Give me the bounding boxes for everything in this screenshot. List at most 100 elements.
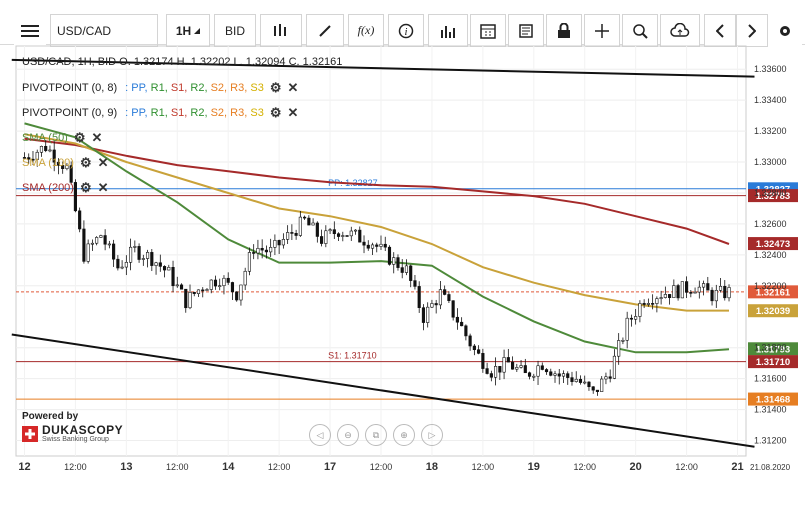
settings-icon[interactable] — [768, 14, 802, 47]
candle-body — [162, 266, 167, 271]
gear-icon[interactable]: ⚙ — [269, 80, 282, 95]
cloud-upload-icon[interactable] — [660, 14, 700, 47]
nav-reset-button[interactable]: ⧉ — [365, 424, 387, 446]
candle-body — [574, 378, 578, 382]
indicator-label: SMA (50) — [22, 132, 68, 144]
candle-body — [120, 266, 124, 269]
candle-body — [226, 277, 230, 283]
pivot-key: R2, — [190, 107, 211, 119]
candle-body — [362, 241, 366, 246]
candle-body — [532, 375, 536, 378]
candle-body — [78, 210, 82, 230]
y-tick-label: 1.32600 — [754, 219, 787, 229]
candle-body — [494, 366, 498, 378]
candle-body — [188, 291, 192, 309]
candle-body — [158, 262, 162, 267]
brand-sub: Swiss Banking Group — [42, 436, 109, 443]
candle-body — [540, 365, 544, 370]
candle-body — [443, 289, 447, 295]
x-tick-label: 12:00 — [268, 462, 291, 472]
candle-body — [689, 292, 693, 294]
function-label: f(x) — [357, 23, 375, 37]
lock-icon[interactable] — [546, 14, 582, 47]
candle-body — [349, 230, 353, 237]
candle-body — [404, 265, 409, 273]
nav-zoom-out-button[interactable]: ⊖ — [337, 424, 359, 446]
candle-body — [27, 157, 31, 160]
candle-body — [145, 252, 150, 259]
indicator-row[interactable]: SMA (100) ⚙ ✕ — [22, 155, 109, 171]
candle-body — [154, 262, 158, 266]
candle-body — [651, 303, 655, 305]
scroll-right-button[interactable] — [736, 14, 768, 47]
candle-body — [591, 386, 595, 391]
candle-body — [90, 242, 94, 245]
zoom-icon[interactable] — [622, 14, 658, 47]
candle-body — [519, 365, 523, 368]
price-tag-label: 1.31793 — [756, 344, 790, 355]
candle-body — [468, 335, 472, 347]
candle-body — [222, 277, 226, 286]
candle-body — [409, 265, 413, 281]
y-tick-label: 1.33400 — [754, 95, 787, 105]
candle-body — [141, 258, 145, 260]
candle-body — [464, 325, 468, 337]
indicator-row[interactable]: SMA (50) ⚙ ✕ — [22, 130, 102, 146]
nav-zoom-in-button[interactable]: ⊕ — [393, 424, 415, 446]
candle-body — [65, 165, 69, 170]
candle-body — [286, 232, 290, 240]
nav-right-button[interactable]: ▷ — [421, 424, 443, 446]
candle-body — [39, 145, 44, 153]
candle-body — [510, 361, 515, 370]
pivot-keys: : PP, R1, S1, R2, S2, R3, S3 — [125, 82, 264, 94]
candle-body — [438, 289, 442, 306]
function-button[interactable]: f(x) — [348, 14, 384, 47]
menu-icon[interactable] — [14, 14, 46, 47]
scroll-left-button[interactable] — [704, 14, 736, 47]
candle-body — [587, 381, 591, 388]
candle-body — [714, 290, 718, 302]
candle-body — [561, 373, 566, 377]
close-icon[interactable]: ✕ — [287, 80, 299, 95]
close-icon[interactable]: ✕ — [97, 180, 109, 195]
price-type-label: BID — [224, 23, 245, 38]
close-icon[interactable]: ✕ — [287, 105, 299, 120]
pivot-key: S1, — [170, 107, 191, 119]
gear-icon[interactable]: ⚙ — [79, 180, 92, 195]
sma-100-line — [24, 133, 729, 312]
candle-body — [663, 294, 667, 298]
info-icon[interactable]: i — [388, 14, 424, 47]
price-tag-label: 1.32161 — [756, 287, 791, 298]
calendar-icon[interactable] — [470, 14, 506, 47]
gear-icon[interactable]: ⚙ — [73, 130, 86, 145]
chart-type-icon[interactable] — [260, 14, 302, 47]
crosshair-icon[interactable] — [584, 14, 620, 47]
ohlc-readout: USD/CAD, 1H, BID O. 1.32174 H. 1.32202 L… — [22, 56, 343, 68]
indicator-row[interactable]: PIVOTPOINT (0, 9): PP, R1, S1, R2, S2, R… — [22, 105, 298, 121]
pivot-key: R3, — [230, 82, 251, 94]
sma-50-line — [24, 122, 730, 354]
indicator-row[interactable]: SMA (200) ⚙ ✕ — [22, 180, 109, 196]
close-icon[interactable]: ✕ — [91, 130, 103, 145]
nav-left-button[interactable]: ◁ — [309, 424, 331, 446]
candle-body — [536, 365, 540, 377]
candle-body — [175, 284, 179, 287]
price-tag-label: 1.32039 — [756, 306, 790, 317]
news-icon[interactable] — [508, 14, 544, 47]
x-tick-label: 12:00 — [370, 462, 393, 472]
sma-200-line — [24, 137, 730, 245]
candle-body — [570, 377, 574, 382]
candle-body — [668, 294, 672, 298]
candle-body — [447, 294, 451, 301]
pivot-key: S1, — [170, 82, 191, 94]
y-tick-label: 1.33600 — [754, 64, 787, 74]
candle-body — [455, 316, 459, 323]
timeframe-button[interactable]: 1H — [166, 14, 210, 47]
gear-icon[interactable]: ⚙ — [79, 155, 92, 170]
close-icon[interactable]: ✕ — [97, 155, 109, 170]
price-tag-label: 1.32783 — [756, 191, 790, 202]
gear-icon[interactable]: ⚙ — [269, 105, 282, 120]
candle-body — [247, 252, 252, 272]
indicator-row[interactable]: PIVOTPOINT (0, 8): PP, R1, S1, R2, S2, R… — [22, 80, 298, 96]
